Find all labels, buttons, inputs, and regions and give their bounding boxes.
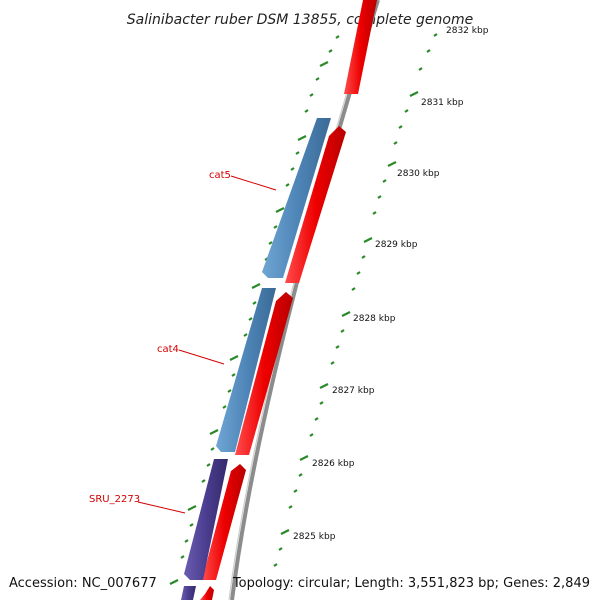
scale-labels: 2832 kbp 2831 kbp 2830 kbp 2829 kbp 2828… [293, 26, 489, 542]
gene-label-sru-2273: SRU_2273 [89, 494, 140, 505]
footer-background-right [255, 572, 595, 594]
genome-backbone [230, 0, 380, 600]
forward-gene[interactable] [285, 126, 346, 283]
gene-cat5[interactable] [262, 118, 331, 278]
gene-fragment[interactable] [181, 586, 196, 600]
scale-label-2825: 2825 kbp [293, 532, 336, 542]
scale-label-2830: 2830 kbp [397, 169, 440, 179]
gene-label-group-sru-2273: SRU_2273 [89, 494, 186, 514]
forward-gene[interactable] [202, 464, 246, 580]
forward-gene[interactable] [200, 586, 214, 600]
gene-label-cat5: cat5 [209, 170, 231, 181]
leader-line-cat4 [178, 349, 225, 365]
scale-label-2832: 2832 kbp [446, 26, 489, 36]
scale-label-2826: 2826 kbp [312, 459, 355, 469]
scale-label-2831: 2831 kbp [421, 98, 464, 108]
forward-gene[interactable] [235, 292, 293, 455]
genome-summary-text: Topology: circular; Length: 3,551,823 bp… [232, 576, 590, 591]
gene-label-group-cat5: cat5 [209, 170, 277, 191]
scale-label-2827: 2827 kbp [332, 386, 375, 396]
leader-line-cat5 [230, 175, 277, 191]
scale-label-2828: 2828 kbp [353, 314, 396, 324]
gene-sru-2273[interactable] [184, 459, 228, 580]
leader-line-sru-2273 [137, 501, 186, 514]
accession-text: Accession: NC_007677 [9, 576, 157, 591]
map-title: Salinibacter ruber DSM 13855, complete g… [127, 12, 473, 28]
forward-gene[interactable] [344, 0, 377, 94]
gene-label-group-cat4: cat4 [157, 344, 225, 365]
gene-cat4[interactable] [216, 288, 276, 452]
minor-ticks-outer [169, 35, 340, 585]
footer-background-left [6, 572, 152, 594]
gene-label-cat4: cat4 [157, 344, 179, 355]
minor-ticks-inner [269, 33, 438, 581]
scale-label-2829: 2829 kbp [375, 240, 418, 250]
